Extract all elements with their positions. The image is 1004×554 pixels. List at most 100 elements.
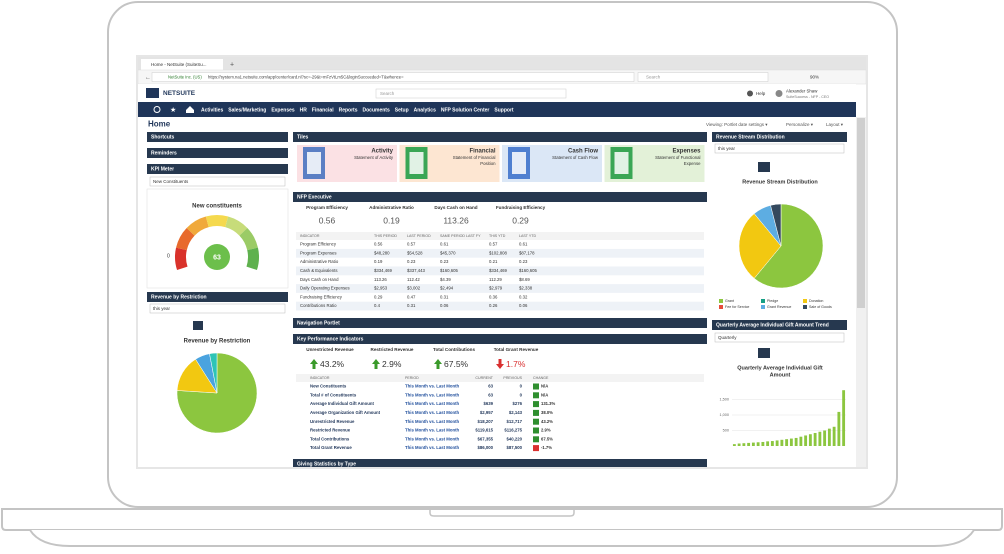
nav-item[interactable]: Analytics — [414, 107, 436, 113]
nav-item[interactable]: NFP Solution Center — [441, 107, 490, 113]
nav-item[interactable]: Expenses — [271, 107, 295, 113]
portlet-title: Giving Statistics by Type — [297, 462, 356, 468]
table-row-stripe — [296, 266, 704, 276]
bar — [775, 440, 779, 446]
change-icon — [533, 427, 539, 434]
change-icon — [533, 409, 539, 416]
table-cell: N/A — [541, 384, 548, 389]
back-button[interactable]: ← — [145, 75, 151, 81]
gauge-band — [176, 227, 195, 251]
table-cell: $2,979 — [489, 286, 503, 291]
legend-swatch — [761, 305, 765, 309]
table-cell: 0.29 — [374, 294, 383, 299]
column-header: INDICATOR — [300, 234, 320, 238]
portlet-header — [147, 148, 288, 158]
nav-item[interactable]: Financial — [312, 107, 334, 113]
table-cell: $3,002 — [407, 286, 421, 291]
scroll-thumb[interactable] — [857, 118, 865, 308]
portlet-title: Revenue Stream Distribution — [716, 135, 785, 141]
table-cell: Daily Operating Expenses — [300, 286, 350, 291]
bar — [770, 441, 774, 446]
table-cell: $48,280 — [374, 250, 390, 255]
user-avatar[interactable] — [775, 90, 783, 97]
dropdown[interactable] — [714, 143, 845, 154]
gauge-band — [205, 215, 229, 228]
pie-slice — [738, 213, 782, 279]
bar — [837, 411, 841, 446]
portlet-header — [147, 164, 288, 174]
legend-label: Sale of Goods — [809, 305, 832, 309]
bar — [780, 439, 784, 446]
bar — [751, 442, 755, 446]
nav-item[interactable]: Setup — [395, 107, 409, 113]
dropdown[interactable] — [149, 176, 286, 187]
portlet-title: KPI Meter — [151, 167, 174, 173]
chart-type-icon[interactable] — [758, 162, 770, 172]
nav-item[interactable]: Support — [494, 107, 513, 113]
browser-search[interactable] — [637, 72, 769, 82]
legend-swatch — [761, 299, 765, 303]
kpi-value: 0.29 — [512, 215, 529, 225]
help-icon[interactable] — [747, 90, 753, 97]
chart-type-icon[interactable] — [758, 348, 770, 358]
nav-item[interactable]: HR — [300, 107, 308, 113]
new-tab[interactable]: + — [230, 61, 234, 68]
portlet-title: Navigation Portlet — [297, 321, 340, 327]
global-search[interactable] — [375, 88, 567, 99]
dropdown[interactable] — [714, 332, 845, 343]
tile-icon-sheet — [307, 152, 321, 174]
nav-bar — [138, 102, 856, 117]
gauge-value: 63 — [213, 254, 221, 261]
dropdown-value: this year — [153, 306, 171, 311]
table-cell: 63 — [488, 392, 493, 397]
dropdown[interactable] — [149, 303, 286, 314]
nav-item[interactable]: Reports — [339, 107, 358, 113]
portlet-header — [293, 334, 707, 344]
portlet-header — [293, 192, 707, 202]
table-cell: $116,275 — [504, 428, 522, 433]
kpi-label: Administrative Ratio — [369, 205, 414, 210]
portlet-header — [147, 292, 288, 302]
table-cell: $639 — [483, 401, 493, 406]
legend-swatch — [719, 305, 723, 309]
gauge-min: 0 — [167, 253, 170, 259]
chart-title: Quarterly Average Individual Gift — [737, 365, 823, 371]
kpi-label: Restricted Revenue — [371, 347, 414, 352]
trend-arrow — [372, 359, 380, 369]
table-cell: $87,178 — [519, 250, 535, 255]
recent-icon[interactable] — [153, 106, 161, 113]
column-header: LAST PERIOD — [407, 234, 431, 238]
pie-slice — [770, 203, 782, 247]
portlet-header — [293, 132, 707, 142]
nav-item[interactable]: Activities — [201, 107, 223, 113]
chart-title: Revenue Stream Distribution — [742, 179, 818, 185]
home-icon[interactable] — [186, 106, 194, 113]
bar — [823, 430, 827, 446]
portlet-header — [147, 132, 288, 142]
bar — [799, 436, 803, 446]
chart-title: Revenue by Restriction — [184, 339, 251, 345]
url-field[interactable] — [151, 72, 635, 82]
table-cell: 131.3% — [541, 401, 555, 406]
table-cell: $160,605 — [440, 268, 459, 273]
column-header: THIS YTD — [489, 234, 506, 238]
kpi-label: Total Contributions — [433, 347, 475, 352]
table-cell: 0 — [520, 392, 523, 397]
favorites-icon[interactable]: ★ — [170, 106, 176, 114]
chart-type-icon[interactable] — [193, 321, 203, 330]
bar — [804, 435, 808, 446]
nav-item[interactable]: Documents — [363, 107, 390, 113]
table-cell: Administrative Ratio — [300, 259, 339, 264]
table-cell: 0 — [520, 384, 523, 389]
legend-swatch — [803, 305, 807, 309]
nav-item[interactable]: Sales/Marketing — [228, 107, 266, 113]
tab[interactable] — [141, 59, 223, 70]
table-cell: 0.19 — [374, 259, 383, 264]
table-cell: 0.06 — [519, 303, 528, 308]
gauge-box — [146, 188, 289, 289]
gauge-band — [246, 247, 259, 270]
pie-slice — [209, 352, 218, 394]
table-cell: Average Individual Gift Amount — [310, 401, 374, 406]
tile-subtitle: Statement of Cash Flow — [552, 155, 599, 160]
column-header: PREVIOUS — [503, 376, 522, 380]
